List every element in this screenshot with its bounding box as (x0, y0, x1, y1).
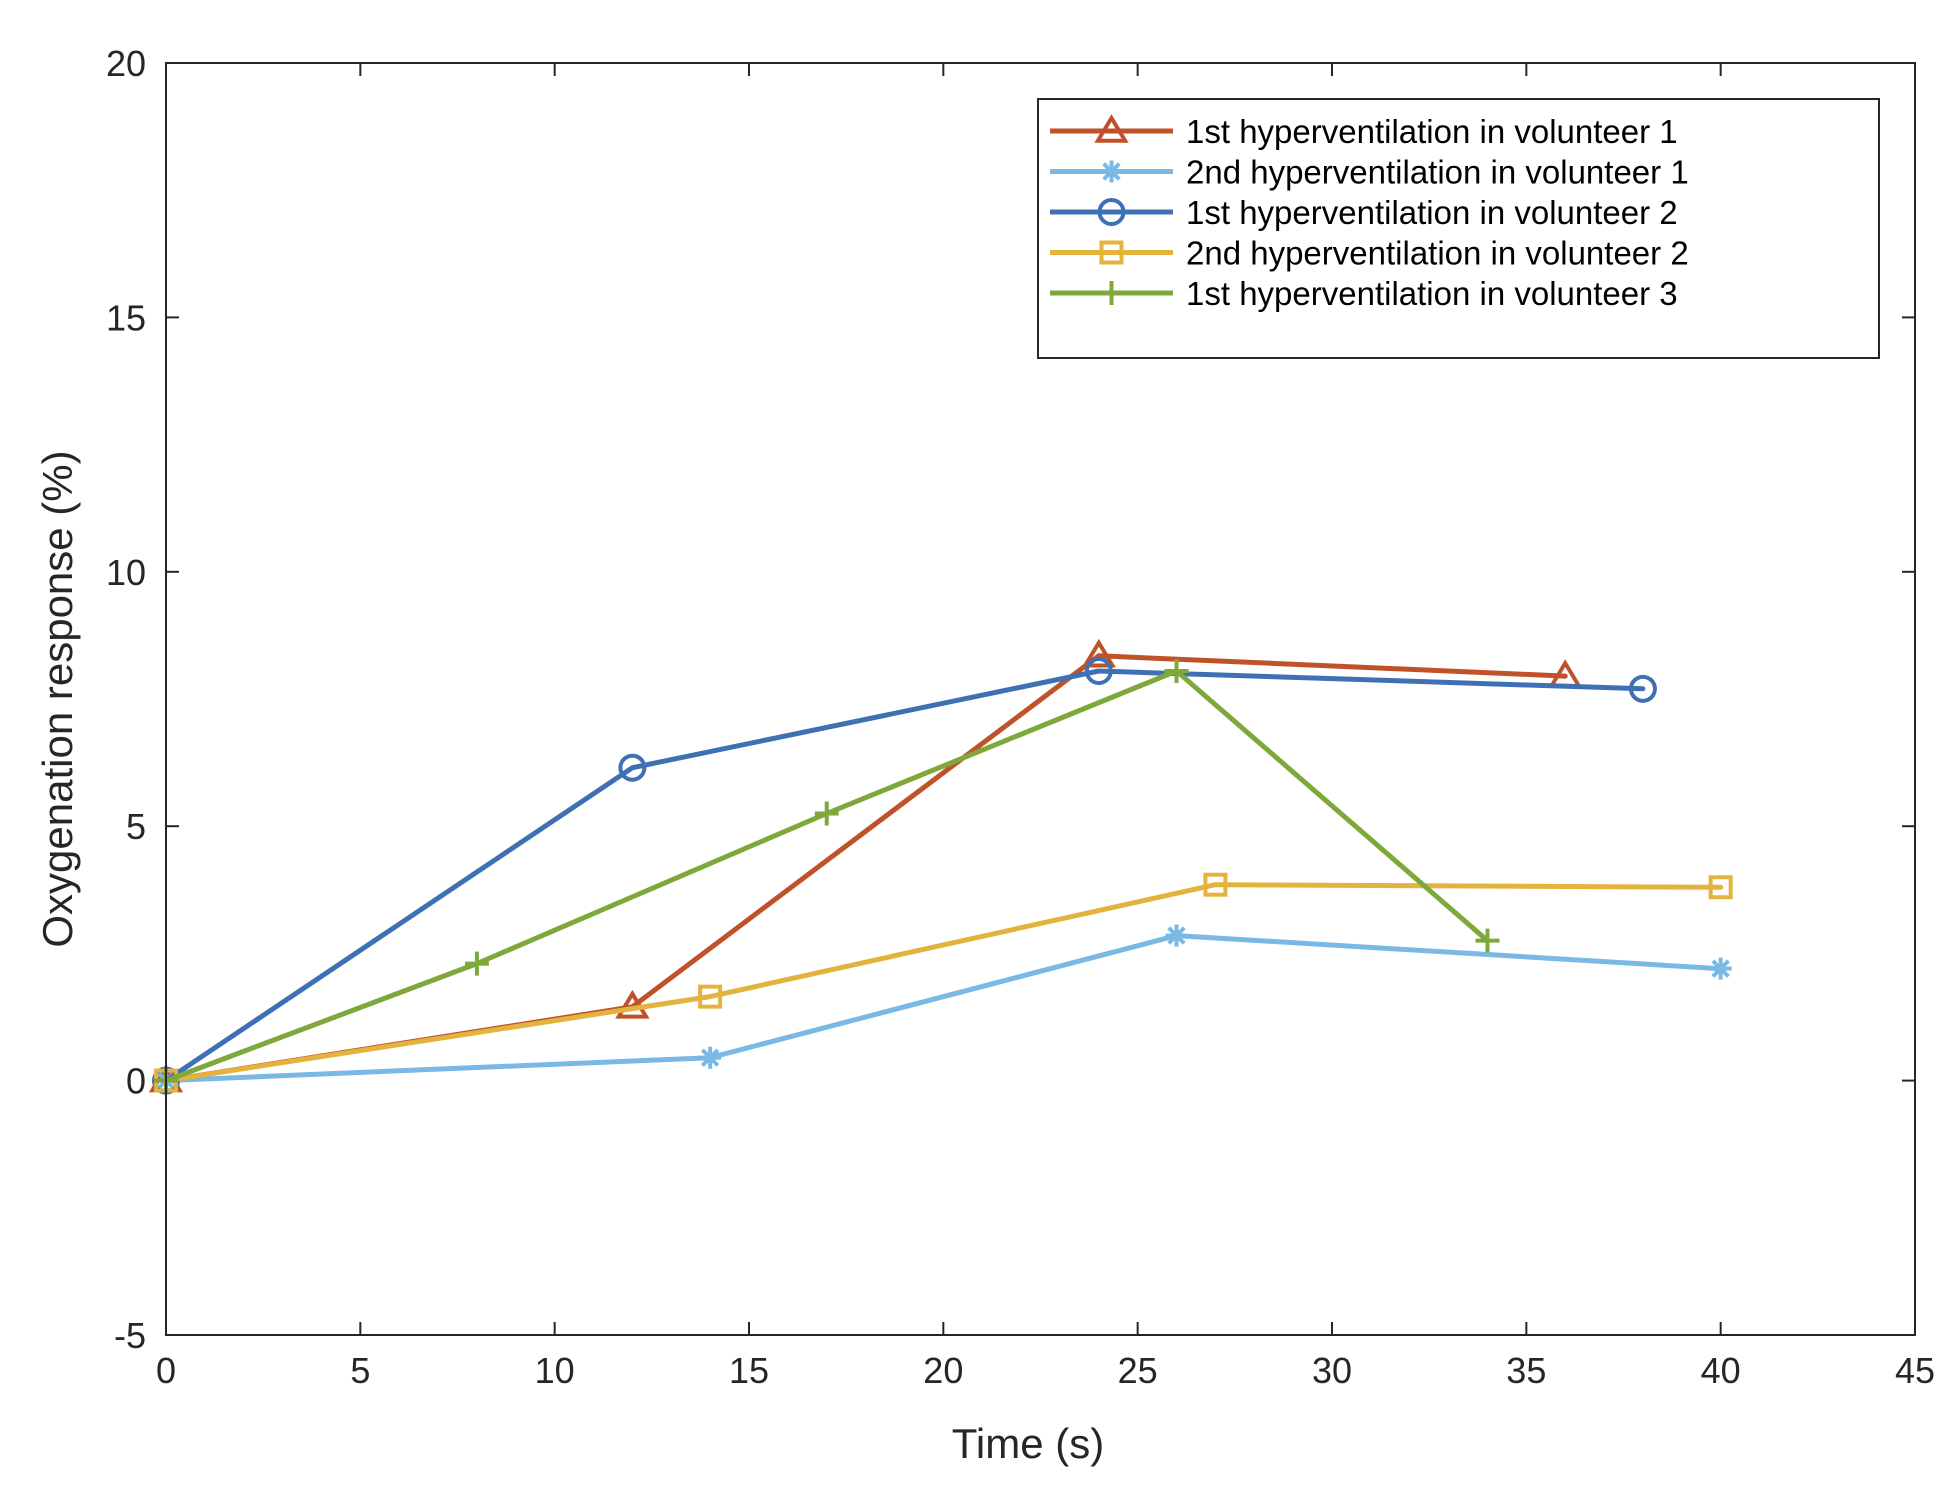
data-point-circle (618, 753, 647, 782)
legend-marker-plus (1099, 281, 1124, 305)
series-line (163, 668, 1646, 1084)
legend-item: 1st hyperventilation in volunteer 3 (1050, 275, 1678, 312)
series-line (163, 933, 1724, 1084)
legend-marker-square (1099, 240, 1124, 265)
data-point-plus (1164, 659, 1189, 684)
axis-ticks (166, 63, 1915, 1335)
data-point-plus (464, 951, 489, 976)
legend-item: 1st hyperventilation in volunteer 2 (1050, 194, 1678, 231)
legend-item: 2nd hyperventilation in volunteer 1 (1050, 154, 1689, 191)
legend-label: 2nd hyperventilation in volunteer 1 (1186, 154, 1689, 191)
data-point-circle (1084, 657, 1113, 686)
x-tick-label: 15 (729, 1350, 769, 1391)
data-point-asterisk (1165, 924, 1188, 947)
legend-marker-triangle (1094, 114, 1129, 143)
y-tick-label: 5 (126, 806, 146, 847)
y-tick-label: 0 (126, 1061, 146, 1102)
y-axis-title: Oxygenation response (%) (34, 450, 81, 947)
legend: 1st hyperventilation in volunteer 1 2nd h… (1037, 98, 1880, 359)
series-1st-hyperventilation-in-volunteer-3 (154, 659, 1500, 1093)
data-point-square (698, 984, 723, 1009)
data-point-asterisk (699, 1046, 722, 1069)
data-point-plus (1475, 928, 1500, 953)
legend-marker-asterisk (1100, 160, 1123, 183)
data-point-plus (814, 801, 839, 826)
legend-label: 2nd hyperventilation in volunteer 2 (1186, 235, 1689, 272)
x-tick-label: 20 (923, 1350, 963, 1391)
legend-box (1037, 98, 1880, 359)
x-axis-title: Time (s) (952, 1420, 1104, 1467)
legend-item: 2nd hyperventilation in volunteer 2 (1050, 235, 1689, 272)
series-layer (148, 638, 1733, 1095)
x-tick-label: 10 (535, 1350, 575, 1391)
data-point-square (1708, 875, 1733, 900)
legend-label: 1st hyperventilation in volunteer 3 (1186, 275, 1678, 312)
axes-box (165, 62, 1916, 1336)
x-tick-label: 40 (1701, 1350, 1741, 1391)
legend-item: 1st hyperventilation in volunteer 1 (1050, 113, 1678, 150)
legend-label: 1st hyperventilation in volunteer 2 (1186, 194, 1678, 231)
data-point-asterisk (1709, 957, 1732, 980)
x-tick-label: 35 (1506, 1350, 1546, 1391)
x-tick-label: 0 (156, 1350, 176, 1391)
y-tick-label: 20 (106, 43, 146, 84)
data-point-square (1203, 872, 1228, 897)
x-tick-label: 25 (1118, 1350, 1158, 1391)
legend-label: 1st hyperventilation in volunteer 1 (1186, 113, 1678, 150)
series-line (163, 882, 1724, 1084)
x-tick-label: 45 (1895, 1350, 1935, 1391)
x-tick-label: 30 (1312, 1350, 1352, 1391)
y-tick-label: 15 (106, 297, 146, 338)
legend-marker-circle (1097, 198, 1126, 226)
data-point-circle (1628, 674, 1657, 703)
y-tick-label: -5 (114, 1315, 146, 1356)
y-tick-label: 10 (106, 552, 146, 593)
data-point-triangle (1081, 638, 1116, 668)
x-tick-label: 5 (350, 1350, 370, 1391)
